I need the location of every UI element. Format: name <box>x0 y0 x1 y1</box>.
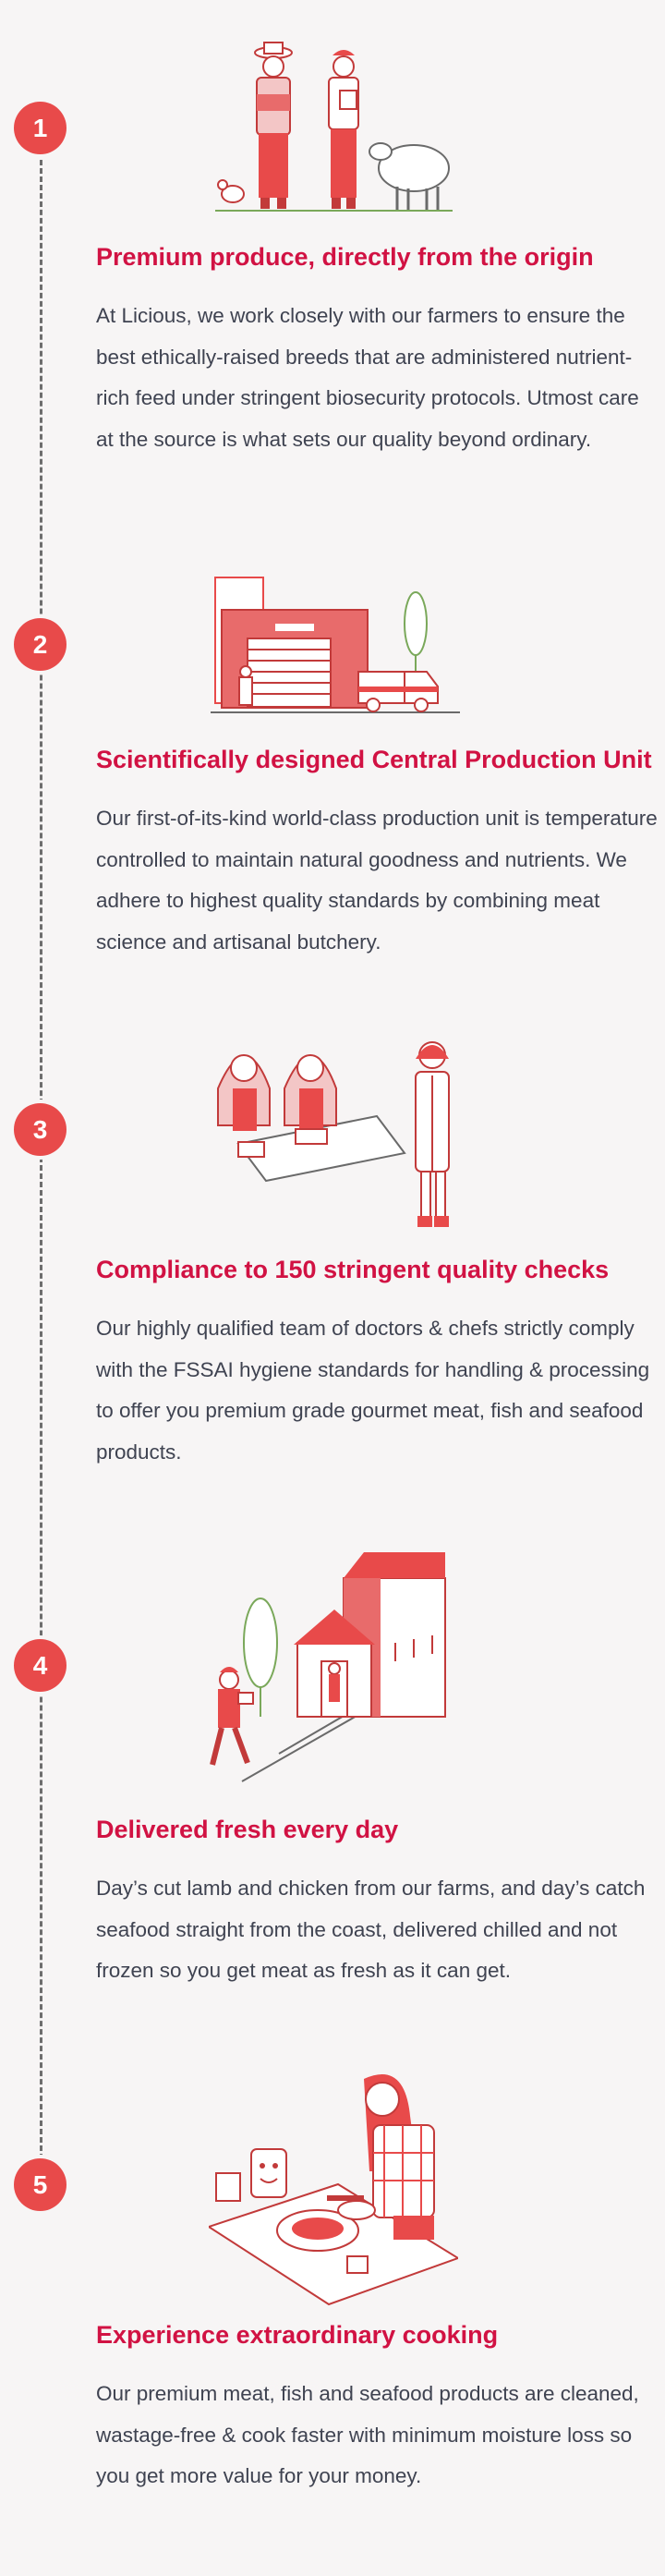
step-description: Our premium meat, fish and seafood produ… <box>96 2382 639 2487</box>
production-unit-illustration <box>211 568 460 716</box>
step-title: Scientifically designed Central Producti… <box>96 746 652 773</box>
step-number-badge: 3 <box>14 1103 66 1156</box>
step-title: Experience extraordinary cooking <box>96 2321 499 2349</box>
quality-check-illustration <box>211 1033 460 1232</box>
farmers-with-sheep-illustration <box>211 39 460 214</box>
step-number-badge: 4 <box>14 1639 66 1692</box>
cooking-illustration <box>209 2060 458 2310</box>
step-number-badge: 1 <box>14 102 66 154</box>
step-title: Premium produce, directly from the origi… <box>96 243 594 271</box>
step-title: Delivered fresh every day <box>96 1816 399 1843</box>
delivery-illustration <box>205 1541 459 1791</box>
step-title: Compliance to 150 stringent quality chec… <box>96 1256 610 1283</box>
timeline-dashed-line <box>40 143 42 2176</box>
step-description: Our highly qualified team of doctors & c… <box>96 1317 650 1464</box>
step-number-badge: 2 <box>14 618 66 671</box>
step-number-badge: 5 <box>14 2158 66 2211</box>
step-description: Our first-of-its-kind world-class produc… <box>96 807 658 954</box>
step-description: At Licious, we work closely with our far… <box>96 304 639 451</box>
step-description: Day’s cut lamb and chicken from our farm… <box>96 1877 646 1982</box>
